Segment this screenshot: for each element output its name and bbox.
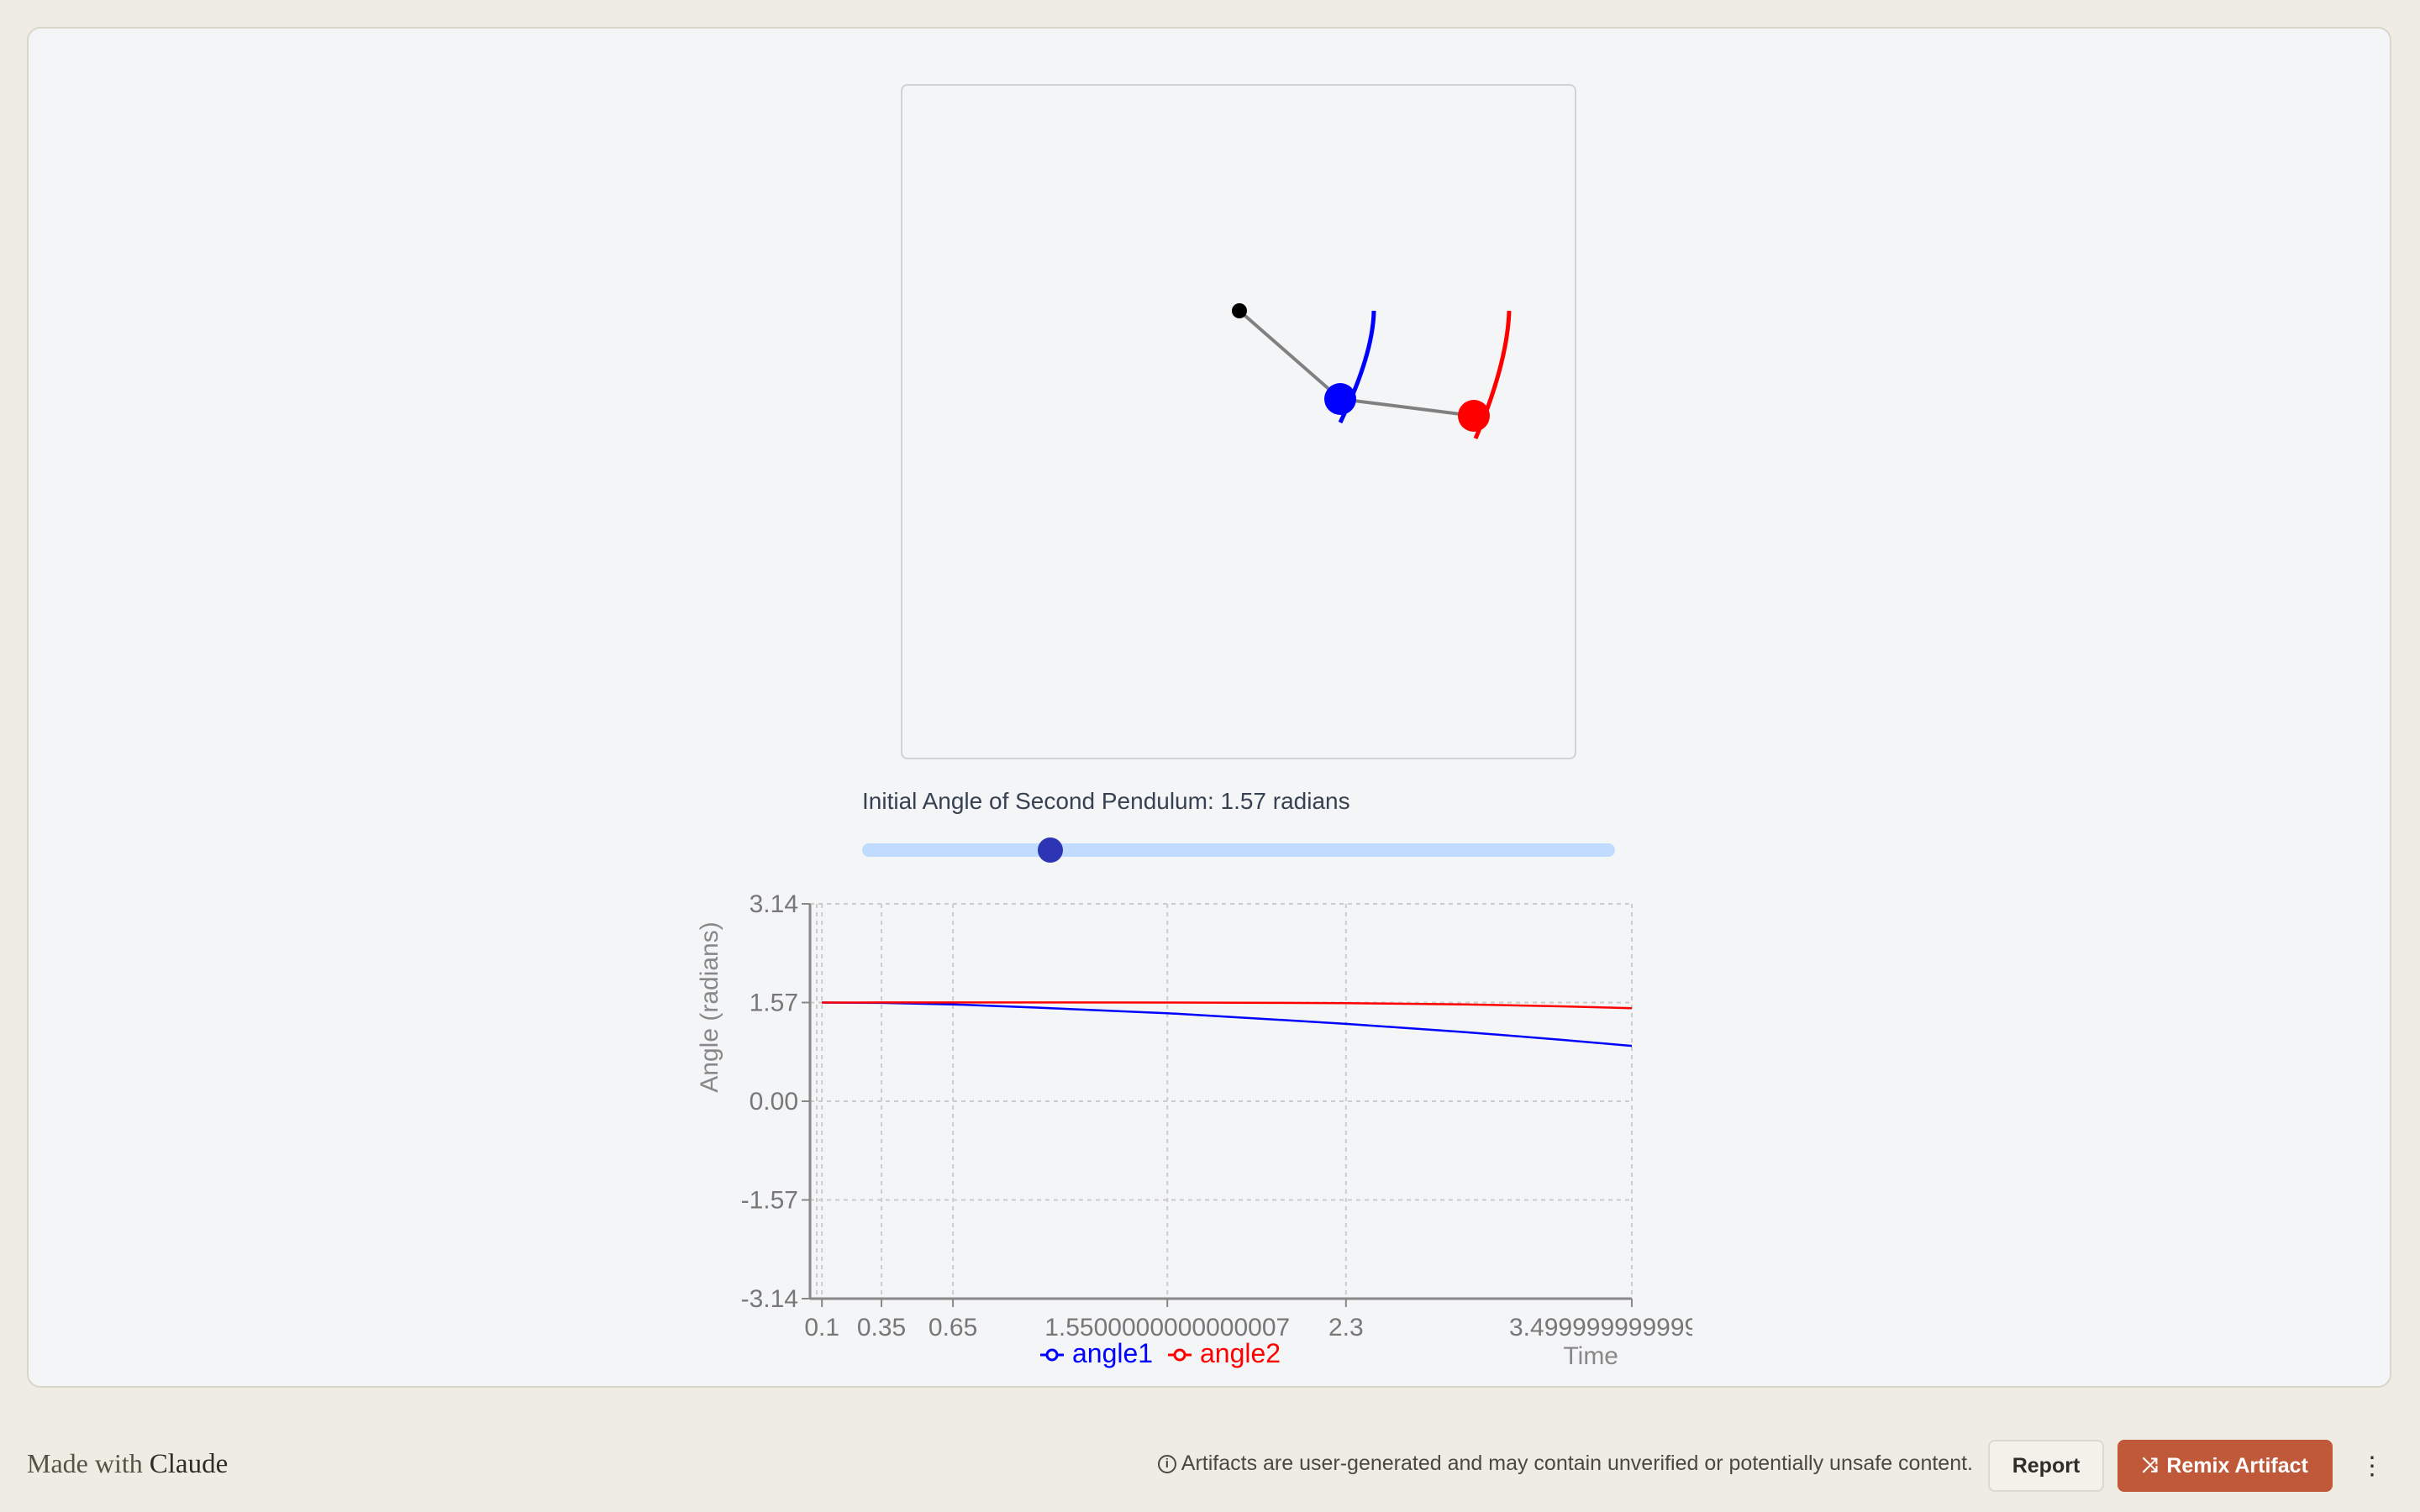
legend-label-angle2[interactable]: angle2 — [1200, 1338, 1281, 1368]
x-tick-label: 0.65 — [929, 1314, 977, 1341]
x-tick-label: 0.35 — [857, 1314, 906, 1341]
legend-marker-dot — [1045, 1348, 1059, 1362]
y-tick-label: 1.57 — [750, 990, 798, 1017]
y-tick-label: 0.00 — [750, 1088, 798, 1116]
rod-2 — [1339, 397, 1475, 417]
pivot-point — [1232, 303, 1247, 318]
slider-thumb[interactable] — [1038, 837, 1063, 863]
angle-chart: 3.14 1.57 0.00 -1.57 -3.140.1 0.35 0.65 1.55000… — [696, 890, 1692, 1370]
angle-slider[interactable] — [862, 837, 1615, 863]
y-tick-label: 3.14 — [750, 890, 798, 918]
artifact-frame: Initial Angle of Second Pendulum: 1.57 r… — [27, 27, 2391, 1388]
made-with-claude[interactable]: Made with Claude — [27, 1448, 228, 1480]
series-line-angle1 — [822, 1001, 1633, 1047]
more-options-button[interactable]: ⋮ — [2360, 1452, 2385, 1480]
pendulum-canvas — [901, 84, 1576, 759]
x-tick-label: 0.1 — [804, 1314, 839, 1341]
disclaimer-text: Artifacts are user-generated and may con… — [1181, 1452, 1973, 1475]
slider-track[interactable] — [862, 843, 1615, 857]
remix-label: Remix Artifact — [2166, 1453, 2308, 1478]
x-tick-label: 1.5500000000000007 — [1044, 1314, 1290, 1341]
shuffle-icon: ⤨ — [2142, 1454, 2159, 1477]
made-with-text: Made with — [27, 1448, 143, 1478]
y-axis-label: Angle (radians) — [696, 921, 723, 1092]
x-tick-label: 3.4999999999999956 — [1509, 1314, 1692, 1341]
report-button[interactable]: Report — [1988, 1440, 2104, 1492]
disclaimer: i Artifacts are user-generated and may c… — [1157, 1452, 1973, 1476]
x-tick-label: 2.3 — [1328, 1314, 1364, 1341]
y-tick-label: -1.57 — [741, 1187, 798, 1215]
legend-marker-dot — [1173, 1348, 1186, 1362]
y-tick-label: -3.14 — [741, 1285, 798, 1313]
x-axis-label: Time — [1563, 1342, 1618, 1370]
footer-bar: Made with Claude i Artifacts are user-ge… — [0, 1416, 2420, 1512]
bob-2[interactable] — [1458, 400, 1490, 432]
bob-1[interactable] — [1324, 383, 1356, 415]
rod-1 — [1238, 309, 1342, 401]
angle-slider-label: Initial Angle of Second Pendulum: 1.57 r… — [862, 788, 1350, 814]
claude-brand: Claude — [149, 1449, 229, 1479]
series-line-angle2 — [822, 1001, 1633, 1010]
legend-label-angle1[interactable]: angle1 — [1072, 1338, 1153, 1368]
info-icon: i — [1157, 1454, 1176, 1473]
remix-artifact-button[interactable]: ⤨ Remix Artifact — [2118, 1440, 2333, 1492]
